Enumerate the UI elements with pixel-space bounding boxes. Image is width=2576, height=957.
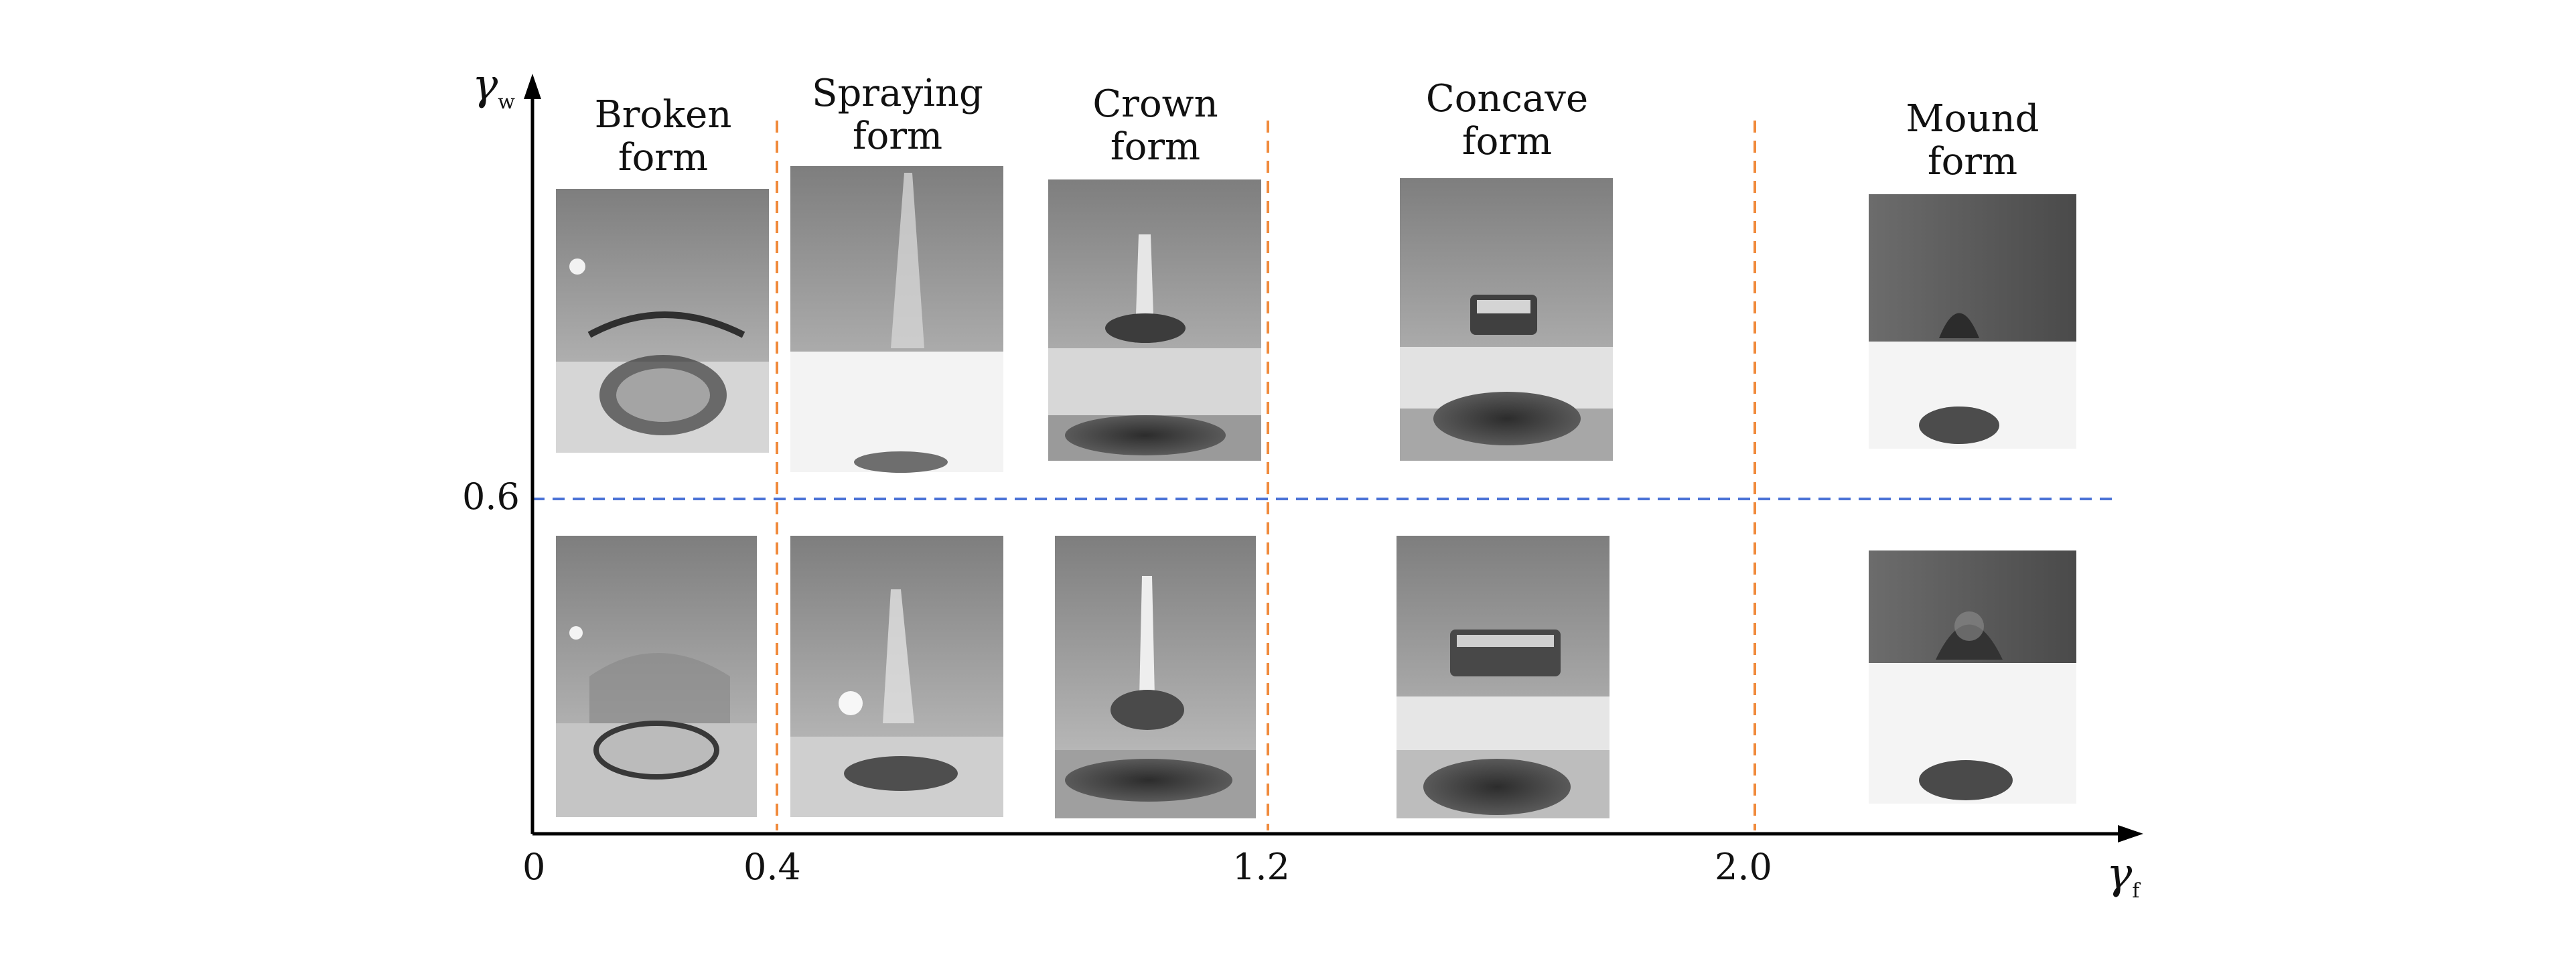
regime-label-crown-line1: Crown bbox=[1092, 82, 1218, 126]
y-axis-subscript: w bbox=[498, 90, 515, 114]
x-axis-title: γf bbox=[2106, 849, 2139, 903]
photo-broken-lower bbox=[556, 536, 757, 817]
photo-concave-lower bbox=[1397, 536, 1609, 818]
y-axis-arrow bbox=[524, 74, 541, 99]
regime-label-spraying: Spraying form bbox=[804, 72, 991, 158]
x-tick-2.0: 2.0 bbox=[1715, 846, 1772, 888]
photo-concave-upper bbox=[1400, 178, 1613, 461]
x-tick-0: 0 bbox=[522, 846, 546, 888]
regime-label-crown-line2: form bbox=[1110, 125, 1201, 169]
photo-mound-upper bbox=[1869, 194, 2076, 449]
regime-label-broken-line2: form bbox=[618, 136, 709, 179]
regime-label-mound-line1: Mound bbox=[1906, 97, 2040, 141]
x-axis-arrow bbox=[2118, 825, 2143, 842]
regime-label-concave-line1: Concave bbox=[1425, 77, 1589, 121]
regime-label-mound-line2: form bbox=[1927, 140, 2018, 183]
x-tick-1.2: 1.2 bbox=[1232, 846, 1290, 888]
y-axis-title: γw bbox=[472, 60, 515, 114]
photo-crown-lower bbox=[1055, 536, 1256, 818]
regime-label-broken-line1: Broken bbox=[594, 93, 732, 137]
regime-label-spraying-line2: form bbox=[852, 115, 943, 158]
x-tick-0.4: 0.4 bbox=[743, 846, 801, 888]
photo-spraying-lower bbox=[790, 536, 1003, 817]
regime-label-mound: Mound form bbox=[1885, 98, 2060, 183]
photo-spraying-upper bbox=[790, 166, 1003, 473]
regime-label-broken: Broken form bbox=[576, 94, 750, 179]
regime-label-concave-line2: form bbox=[1461, 120, 1553, 163]
photo-crown-upper bbox=[1048, 179, 1261, 461]
photo-broken-upper bbox=[556, 189, 769, 453]
vertical-dividers bbox=[776, 121, 1756, 830]
x-axis-symbol: γ bbox=[2106, 849, 2133, 899]
x-axis-subscript: f bbox=[2132, 879, 2140, 903]
regime-label-spraying-line1: Spraying bbox=[812, 72, 983, 115]
photo-mound-lower bbox=[1869, 550, 2076, 804]
regime-label-crown: Crown form bbox=[1068, 83, 1242, 169]
y-tick-0.6: 0.6 bbox=[462, 475, 520, 518]
regime-label-concave: Concave form bbox=[1407, 78, 1607, 163]
y-axis-symbol: γ bbox=[472, 60, 498, 110]
